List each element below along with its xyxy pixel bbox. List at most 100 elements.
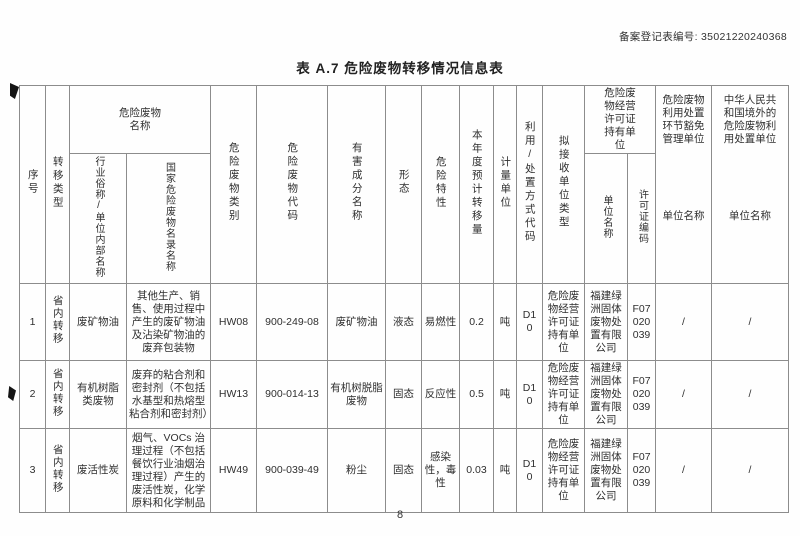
header-license-code: 许可证编码	[627, 153, 656, 284]
cell-category: HW49	[210, 428, 257, 513]
header-abroad-unit-name: 单位名称	[729, 209, 771, 222]
header-abroad-group-label: 中华人民共和国境外的危险废物利用处置单位	[723, 93, 777, 145]
header-row-groups: 序号 转移类型 危险废物名称 危险废物类别 危险废物代码 有害成分名称 形态 危…	[19, 85, 789, 284]
cell-code: 900-249-08	[256, 283, 328, 361]
header-license-unit-name: 单位名称	[584, 153, 628, 284]
header-disposal-code: 利用/处置方式代码	[516, 85, 543, 284]
header-hazard-label: 危险特性	[434, 155, 447, 210]
header-license-code-label: 许可证编码	[636, 189, 648, 244]
cell-transfer-type-text: 省内转移	[51, 367, 64, 418]
header-license-group-label: 危险废物经营许可证持有单位	[604, 87, 636, 151]
page-title: 表 A.7 危险废物转移情况信息表	[296, 61, 504, 76]
cell-license-code: F07020039	[627, 360, 656, 429]
cell-national-name: 烟气、VOCs 治理过程（不包括餐饮行业油烟治理过程）产生的废活性炭，化学原料和…	[126, 428, 211, 513]
header-waste-name-group: 危险废物名称	[69, 85, 211, 154]
header-annual-amount: 本年度预计转移量	[459, 85, 494, 284]
header-unit-label: 计量单位	[499, 155, 512, 210]
scan-artifact	[8, 386, 16, 401]
cell-transfer-type-text: 省内转移	[51, 295, 64, 345]
header-form-label: 形态	[397, 169, 410, 196]
cell-disposal-code-text: D10	[522, 309, 537, 334]
cell-license-unit-name: 福建绿洲固体废物处置有限公司	[584, 283, 628, 361]
header-receiver-type-label: 拟接收单位类型	[557, 135, 570, 230]
header-exempt-unit-name: 单位名称	[662, 209, 705, 222]
header-form: 形态	[385, 85, 422, 284]
header-national-name: 国家危险废物名录名称	[126, 153, 211, 284]
hazardous-waste-transfer-table: 序号 转移类型 危险废物名称 危险废物类别 危险废物代码 有害成分名称 形态 危…	[19, 85, 789, 513]
header-national-name-label: 国家危险废物名录名称	[163, 161, 175, 272]
cell-industry-name: 废矿物油	[69, 283, 127, 361]
cell-code: 900-014-13	[256, 360, 328, 429]
header-transfer-type-label: 转移类型	[51, 155, 64, 210]
header-annual-amount-label: 本年度预计转移量	[470, 128, 483, 237]
cell-disposal-code-text: D10	[522, 381, 537, 407]
cell-industry-name: 有机树脂类废物	[69, 360, 127, 429]
cell-category: HW08	[210, 283, 257, 361]
cell-transfer-type: 省内转移	[45, 283, 70, 361]
cell-license-code: F07020039	[627, 428, 656, 513]
cell-transfer-type-text: 省内转移	[51, 443, 64, 494]
cell-seq: 3	[19, 428, 46, 513]
cell-license-unit-name: 福建绿洲固体废物处置有限公司	[584, 360, 628, 429]
cell-exempt-unit-name: /	[655, 360, 712, 429]
cell-abroad-unit-name: /	[711, 428, 789, 513]
table-row: 3 省内转移 废活性炭 烟气、VOCs 治理过程（不包括餐饮行业油烟治理过程）产…	[19, 428, 789, 513]
cell-unit: 吨	[493, 360, 517, 429]
cell-abroad-unit-name: /	[711, 360, 789, 429]
cell-seq: 1	[19, 283, 46, 361]
cell-disposal-code: D10	[516, 360, 543, 429]
cell-hazard: 感染性，毒性	[421, 428, 460, 513]
cell-harmful-component: 有机树脱脂废物	[327, 360, 386, 429]
cell-transfer-type: 省内转移	[45, 360, 70, 429]
header-industry-name: 行业俗称/单位内部名称	[69, 153, 127, 284]
cell-license-code: F07020039	[627, 283, 656, 361]
page-number: 8	[396, 509, 404, 521]
cell-form: 固态	[385, 428, 422, 513]
header-seq-label: 序号	[26, 169, 39, 196]
table-row: 2 省内转移 有机树脂类废物 废弃的粘合剂和密封剂（不包括水基型和热熔型粘合剂和…	[19, 360, 789, 429]
cell-disposal-code: D10	[516, 283, 543, 361]
cell-transfer-type: 省内转移	[45, 428, 70, 513]
header-category: 危险废物类别	[210, 85, 257, 284]
header-code: 危险废物代码	[256, 85, 328, 284]
cell-harmful-component: 废矿物油	[327, 283, 386, 361]
cell-unit: 吨	[493, 283, 517, 361]
header-unit: 计量单位	[493, 85, 517, 284]
scan-artifact	[10, 83, 19, 99]
cell-disposal-code-text: D10	[522, 457, 537, 483]
cell-hazard: 反应性	[421, 360, 460, 429]
header-category-label: 危险废物类别	[227, 142, 240, 223]
header-license-group: 危险废物经营许可证持有单位	[584, 85, 656, 154]
header-transfer-type: 转移类型	[45, 85, 70, 284]
header-code-label: 危险废物代码	[286, 142, 299, 223]
cell-national-name: 废弃的粘合剂和密封剂（不包括水基型和热熔型粘合剂和密封剂）	[126, 360, 211, 429]
cell-exempt-unit-name: /	[655, 428, 712, 513]
header-disposal-code-label: 利用/处置方式代码	[523, 121, 536, 244]
header-abroad-group: 中华人民共和国境外的危险废物利用处置单位 单位名称	[711, 85, 789, 284]
cell-code: 900-039-49	[256, 428, 328, 513]
cell-form: 固态	[385, 360, 422, 429]
header-seq: 序号	[19, 85, 46, 284]
cell-annual-amount: 0.5	[459, 360, 494, 429]
header-row-sub: 行业俗称/单位内部名称 国家危险废物名录名称 单位名称 许可证编码	[20, 153, 789, 284]
cell-receiver-type: 危险废物经营许可证持有单位	[542, 428, 585, 513]
cell-receiver-type: 危险废物经营许可证持有单位	[542, 283, 585, 361]
header-industry-name-label: 行业俗称/单位内部名称	[93, 155, 104, 278]
cell-license-code-text: F07020039	[632, 451, 651, 489]
cell-receiver-type: 危险废物经营许可证持有单位	[542, 360, 585, 429]
cell-hazard: 易燃性	[421, 283, 460, 361]
header-hazard: 危险特性	[421, 85, 460, 284]
table-row: 1 省内转移 废矿物油 其他生产、销售、使用过程中产生的废矿物油及沾染矿物油的废…	[19, 283, 789, 361]
header-receiver-type: 拟接收单位类型	[542, 85, 585, 284]
header-exempt-group-label: 危险废物利用处置环节豁免管理单位	[662, 93, 705, 145]
cell-unit: 吨	[493, 428, 517, 513]
cell-seq: 2	[19, 360, 46, 429]
cell-license-unit-name: 福建绿洲固体废物处置有限公司	[584, 428, 628, 513]
header-exempt-group: 危险废物利用处置环节豁免管理单位 单位名称	[655, 85, 712, 284]
cell-annual-amount: 0.03	[459, 428, 494, 513]
cell-license-code-text: F07020039	[632, 375, 651, 413]
cell-industry-name: 废活性炭	[69, 428, 127, 513]
cell-harmful-component: 粉尘	[327, 428, 386, 513]
cell-disposal-code: D10	[516, 428, 543, 513]
